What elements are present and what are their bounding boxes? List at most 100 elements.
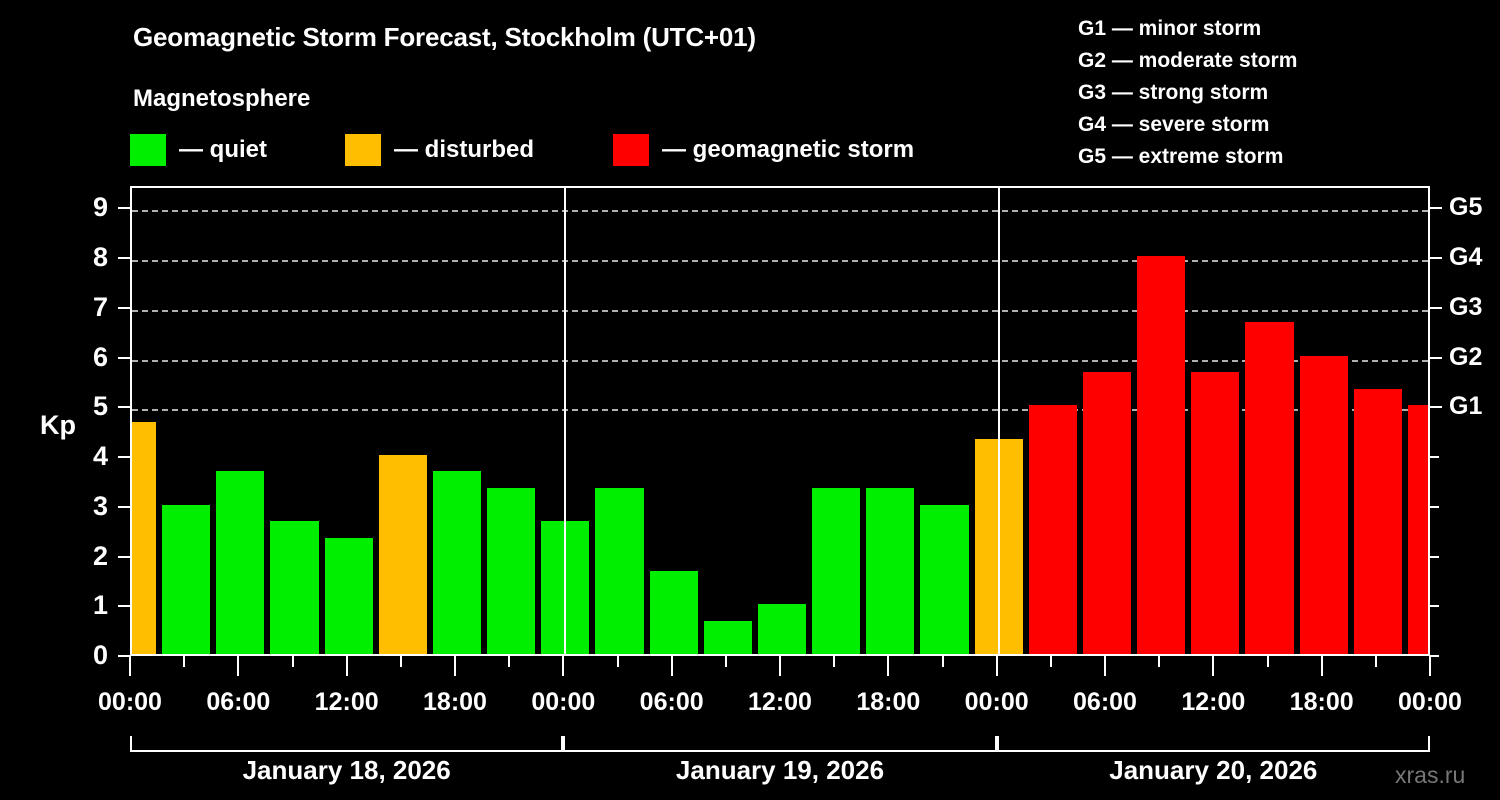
day-separator: [997, 188, 1000, 654]
bar: [324, 538, 373, 654]
y-tick-label-2: 2: [92, 540, 108, 571]
y-tick-label-0: 0: [92, 640, 108, 670]
y-tick-label-9: 9: [92, 192, 108, 223]
x-tick-major: [129, 656, 131, 676]
x-tick-label: 00:00: [531, 688, 596, 716]
bar: [132, 421, 157, 654]
legend-swatch-quiet: [130, 134, 166, 166]
x-tick-minor: [1158, 656, 1161, 667]
x-tick-label: 06:00: [206, 688, 271, 716]
y-tick-mark-3: [118, 505, 130, 508]
g-minor-tick-kp-4: [1430, 456, 1439, 459]
bar: [432, 471, 482, 654]
x-tick-major: [345, 656, 348, 676]
bar: [487, 488, 536, 654]
g-tick-mark-G1: [1430, 406, 1442, 409]
g-tick-label-G1: G1: [1449, 392, 1483, 421]
x-tick-minor: [291, 656, 294, 667]
watermark: xras.ru: [1395, 762, 1466, 788]
x-tick-label: 18:00: [1289, 688, 1354, 716]
y-tick-mark-2: [118, 555, 130, 558]
bar: [1299, 355, 1348, 654]
gridline-kp-5: [132, 409, 1428, 412]
x-tick-major: [1429, 656, 1431, 676]
y-tick-label-6: 6: [92, 341, 108, 372]
x-tick-minor: [399, 656, 402, 667]
y-tick-label-5: 5: [92, 391, 108, 422]
x-tick-minor: [1374, 656, 1377, 667]
x-tick-major: [1212, 656, 1215, 676]
x-tick-label: 12:00: [1181, 688, 1246, 716]
g-legend-row-4: G4 — severe storm: [1078, 113, 1270, 136]
bar: [1191, 372, 1240, 654]
x-tick-major: [1104, 656, 1106, 676]
x-tick-label: 12:00: [314, 688, 379, 716]
x-tick-minor: [833, 656, 836, 667]
x-tick-major: [779, 656, 781, 676]
x-tick-label: 00:00: [1398, 688, 1462, 716]
bar: [1082, 372, 1132, 654]
g-legend-row-5: G5 — extreme storm: [1078, 145, 1284, 168]
x-tick-major: [887, 656, 890, 676]
legend-swatch-disturbed: [345, 134, 381, 166]
x-tick-major: [995, 656, 998, 676]
y-tick-mark-7: [118, 306, 130, 309]
gridline-kp-8: [132, 260, 1428, 263]
g-minor-tick-kp-1: [1430, 605, 1439, 608]
x-tick-minor: [724, 656, 727, 667]
y-tick-label-8: 8: [92, 242, 108, 273]
y-tick-label-4: 4: [92, 441, 108, 472]
x-tick-major: [1320, 656, 1323, 676]
y-tick-label-1: 1: [92, 590, 108, 621]
bar: [162, 504, 211, 654]
x-tick-label: 00:00: [98, 688, 162, 716]
legend-label-quiet: — quiet: [179, 136, 267, 163]
day-bracket: [130, 736, 564, 752]
g-legend-row-1: G1 — minor storm: [1078, 17, 1262, 40]
bar: [1245, 322, 1294, 654]
legend-label-storm: — geomagnetic storm: [662, 136, 915, 163]
y-tick-mark-1: [118, 605, 130, 608]
g-tick-mark-G3: [1430, 306, 1442, 309]
g-tick-label-G5: G5: [1449, 193, 1483, 222]
y-tick-mark-9: [118, 207, 130, 210]
x-tick-label: 06:00: [1073, 688, 1137, 716]
g-legend-row-3: G3 — strong storm: [1078, 81, 1269, 104]
bar: [270, 521, 319, 654]
bar: [812, 488, 861, 654]
x-tick-major: [670, 656, 673, 676]
legend-swatch-storm: [613, 134, 649, 166]
y-tick-mark-0: [118, 655, 130, 657]
page-title: Geomagnetic Storm Forecast, Stockholm (U…: [133, 22, 756, 52]
y-axis-label: Kp: [40, 410, 76, 440]
bar: [757, 604, 807, 654]
bar: [1028, 405, 1077, 654]
x-tick-major: [562, 656, 565, 676]
x-tick-major: [237, 656, 240, 676]
bar: [920, 504, 969, 654]
plot-inner: [132, 188, 1428, 654]
bar: [866, 488, 915, 654]
g-tick-mark-G2: [1430, 356, 1442, 359]
x-tick-label: 00:00: [964, 688, 1029, 716]
x-tick-label: 18:00: [856, 688, 921, 716]
bar: [595, 488, 644, 654]
legend-entry-storm: — geomagnetic storm: [613, 132, 914, 168]
bar: [1353, 388, 1402, 654]
day-separator: [564, 188, 567, 654]
y-tick-label-3: 3: [92, 490, 108, 521]
g-tick-label-G2: G2: [1449, 342, 1483, 371]
x-tick-minor: [941, 656, 944, 667]
bar: [378, 455, 427, 654]
y-tick-mark-5: [118, 406, 130, 409]
y-tick-mark-6: [118, 356, 130, 359]
gridline-kp-7: [132, 309, 1428, 312]
bar: [649, 570, 698, 654]
day-caption: January 18, 2026: [242, 755, 451, 785]
x-tick-label: 06:00: [639, 688, 704, 716]
day-caption: January 20, 2026: [1109, 755, 1318, 785]
gridline-kp-6: [132, 359, 1428, 362]
g-legend-row-2: G2 — moderate storm: [1078, 49, 1298, 72]
bar: [703, 620, 752, 654]
g-scale-legend: G1 — minor storm G2 — moderate storm G3 — …: [1078, 13, 1297, 173]
